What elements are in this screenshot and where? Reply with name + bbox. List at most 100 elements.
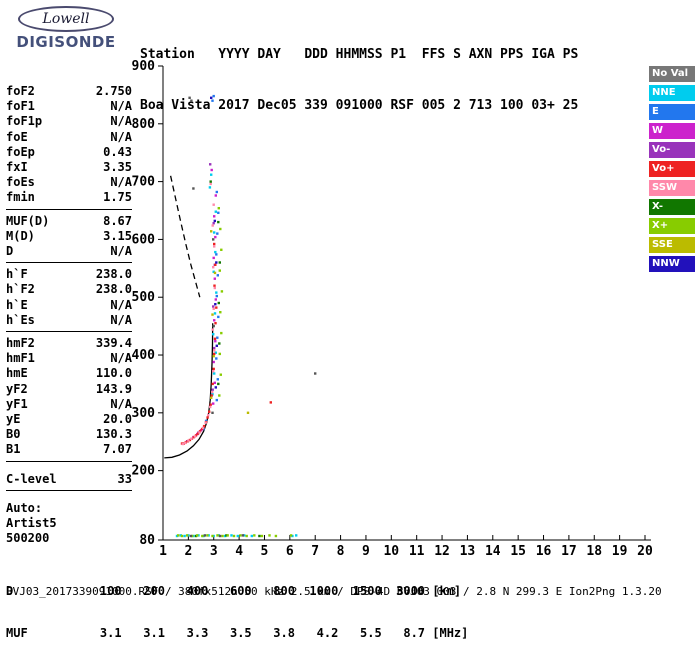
legend-item-ssw: SSW	[649, 180, 695, 196]
param-label: Auto:	[6, 500, 43, 515]
param-row-foe: foE N/A	[6, 130, 132, 145]
param-group: h`F 238.0 h`F2 238.0 h`E N/A h`Es N/A	[6, 267, 132, 328]
param-label: C-level	[6, 471, 57, 486]
panel-divider	[6, 331, 132, 333]
x-tick-label: 1	[159, 544, 167, 559]
legend-item-nnw: NNW	[649, 256, 695, 272]
param-label: foEs	[6, 175, 35, 190]
param-value: 143.9	[95, 381, 132, 396]
param-value: N/A	[110, 244, 132, 259]
line-muf-curve	[169, 175, 201, 298]
x-tick-label: 18	[586, 544, 602, 559]
panel-divider	[6, 262, 132, 264]
param-label: yE	[6, 412, 21, 427]
param-row-b0: B0 130.3	[6, 427, 132, 442]
param-row-500200: 500200	[6, 531, 132, 546]
x-tick-label: 16	[536, 544, 552, 559]
station-header: Station YYYY DAY DDD HHMMSS P1 FFS S AXN…	[140, 12, 578, 131]
panel-divider	[6, 208, 132, 210]
header-line-columns: Station YYYY DAY DDD HHMMSS P1 FFS S AXN…	[140, 47, 579, 62]
series-no-val	[188, 96, 317, 538]
param-row-hmf1: hmF1 N/A	[6, 351, 132, 366]
param-group: MUF(D) 8.67 M(D) 3.15 D N/A	[6, 214, 132, 260]
param-group: foF2 2.750 foF1 N/A foF1p N/A foE N/A foEp 0.43 fx…	[6, 84, 132, 206]
y-tick-label: 800	[132, 117, 156, 132]
legend-item-x: X-	[649, 199, 695, 215]
x-tick-label: 7	[311, 544, 319, 559]
legend-item-vo: Vo-	[649, 142, 695, 158]
series-x+	[177, 207, 293, 538]
x-tick-label: 5	[261, 544, 269, 559]
x-tick-label: 15	[510, 544, 526, 559]
param-group: Auto: Artist5 500200	[6, 501, 132, 547]
param-row-foes: foEs N/A	[6, 175, 132, 190]
series-x	[194, 180, 261, 538]
legend-item-no-val: No Val	[649, 66, 695, 82]
x-tick-label: 6	[286, 544, 294, 559]
line-true-height-profile	[164, 323, 214, 459]
param-row-h-f: h`F 238.0	[6, 267, 132, 282]
param-label: h`Es	[6, 312, 35, 327]
param-value: N/A	[110, 396, 132, 411]
param-value: 7.07	[103, 442, 132, 457]
y-tick-label: 600	[132, 232, 156, 247]
muf-distance-table: D 100 200 400 600 800 1000 1500 3000 [km…	[6, 556, 468, 654]
param-group: hmF2 339.4 hmF1 N/A hmE 110.0 yF2 143.9 yF1 N/A yE…	[6, 336, 132, 458]
param-value: N/A	[110, 175, 132, 190]
param-label: h`F	[6, 267, 28, 282]
logo-digisonde-text: DIGISONDE	[16, 33, 116, 51]
y-tick-label: 200	[132, 464, 156, 479]
param-row-yf2: yF2 143.9	[6, 382, 132, 397]
param-label: B1	[6, 442, 21, 457]
y-tick-label: 400	[132, 348, 156, 363]
param-value: 3.15	[103, 228, 132, 243]
param-value: 33	[117, 471, 132, 486]
param-value: 339.4	[95, 336, 132, 351]
x-tick-label: 3	[210, 544, 218, 559]
param-label: B0	[6, 427, 21, 442]
param-label: foEp	[6, 144, 35, 159]
param-value: 3.35	[103, 160, 132, 175]
x-tick-label: 2	[184, 544, 192, 559]
param-row-d: D N/A	[6, 244, 132, 259]
param-row-fxi: fxI 3.35	[6, 160, 132, 175]
param-value: 130.3	[95, 427, 132, 442]
y-tick-label: 900	[132, 59, 156, 74]
legend-item-e: E	[649, 104, 695, 120]
header-line-values: Boa Vista 2017 Dec05 339 091000 RSF 005 …	[140, 98, 579, 113]
y-tick-label: 80	[139, 533, 155, 548]
param-label: foF1	[6, 99, 35, 114]
param-row-artist5: Artist5	[6, 516, 132, 531]
legend-item-w: W	[649, 123, 695, 139]
x-tick-label: 14	[485, 544, 501, 559]
param-label: yF2	[6, 381, 28, 396]
param-label: yF1	[6, 396, 28, 411]
x-tick-label: 8	[337, 544, 345, 559]
series-vo+	[180, 242, 272, 445]
param-label: hmE	[6, 366, 28, 381]
param-value: N/A	[110, 351, 132, 366]
param-row-c-level: C-level 33	[6, 472, 132, 487]
param-row-fmin: fmin 1.75	[6, 190, 132, 205]
param-row-fof1: foF1 N/A	[6, 99, 132, 114]
x-tick-label: 12	[434, 544, 450, 559]
param-value: 2.750	[95, 84, 132, 98]
param-label: fxI	[6, 160, 28, 175]
y-tick-label: 700	[132, 175, 156, 190]
param-label: foE	[6, 129, 28, 144]
param-value: 8.67	[103, 213, 132, 228]
x-tick-label: 17	[561, 544, 577, 559]
x-tick-label: 10	[383, 544, 399, 559]
param-row-ye: yE 20.0	[6, 412, 132, 427]
x-tick-label: 11	[409, 544, 425, 559]
x-tick-label: 13	[460, 544, 476, 559]
distance-row: D 100 200 400 600 800 1000 1500 3000 [km…	[6, 584, 462, 598]
param-row-yf1: yF1 N/A	[6, 397, 132, 412]
param-row-b1: B1 7.07	[6, 442, 132, 457]
param-label: foF1p	[6, 114, 43, 129]
param-label: 500200	[6, 531, 50, 546]
param-value: N/A	[110, 129, 132, 144]
param-label: MUF(D)	[6, 213, 50, 228]
x-tick-label: 9	[362, 544, 370, 559]
x-tick-label: 4	[235, 544, 243, 559]
